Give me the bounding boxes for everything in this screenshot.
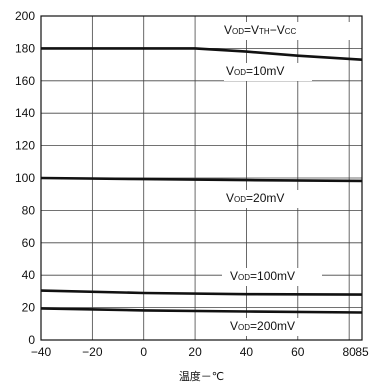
plot-frame	[40, 15, 363, 341]
x-tick-label: −40	[31, 345, 52, 359]
series-line	[41, 47, 363, 61]
annotation-od10: VOD=10mV	[226, 64, 284, 78]
y-tick-label: 180	[15, 41, 35, 55]
x-tick-label: 85	[355, 345, 369, 359]
y-tick-label: 200	[15, 9, 35, 23]
annotation-background	[222, 22, 352, 40]
x-tick-label: 60	[291, 345, 305, 359]
annotation-background	[224, 190, 316, 208]
annotation-background	[222, 318, 322, 336]
y-tick-label: 140	[15, 106, 35, 120]
x-tick-label: −20	[82, 345, 103, 359]
y-tick-label: 100	[15, 171, 35, 185]
y-axis-ticks: 0 20 40 60 80 100 120 140 160 180 200	[15, 9, 35, 347]
chart-series-group	[40, 47, 363, 314]
x-axis-ticks: −40 −20 0 20 40 60 80 85	[31, 345, 369, 359]
x-tick-label: 0	[140, 345, 147, 359]
series-line	[40, 176, 363, 183]
x-tick-label: 40	[240, 345, 254, 359]
series-line	[40, 289, 363, 296]
annotation-background	[222, 268, 322, 286]
y-tick-label: 120	[15, 139, 35, 153]
series-line	[40, 307, 363, 314]
y-tick-label: 60	[22, 236, 36, 250]
y-tick-label: 160	[15, 74, 35, 88]
annotation-vth-vcc: VOD=VTH−VCC	[224, 23, 296, 37]
y-tick-label: 20	[22, 301, 36, 315]
x-tick-label: 80	[342, 345, 356, 359]
y-tick-label: 80	[22, 203, 36, 217]
chart-annotations: VOD=VTH−VCC VOD=10mV VOD=20mV VOD=100mV VOD=…	[222, 22, 352, 336]
annotation-od20: VOD=20mV	[226, 191, 284, 205]
x-tick-label: 20	[188, 345, 202, 359]
x-axis-title: 温度－℃	[179, 369, 224, 383]
y-tick-label: 0	[28, 333, 35, 347]
annotation-od100: VOD=100mV	[230, 269, 295, 283]
y-tick-label: 40	[22, 268, 36, 282]
annotation-od200: VOD=200mV	[230, 319, 295, 333]
annotation-background	[224, 63, 312, 81]
